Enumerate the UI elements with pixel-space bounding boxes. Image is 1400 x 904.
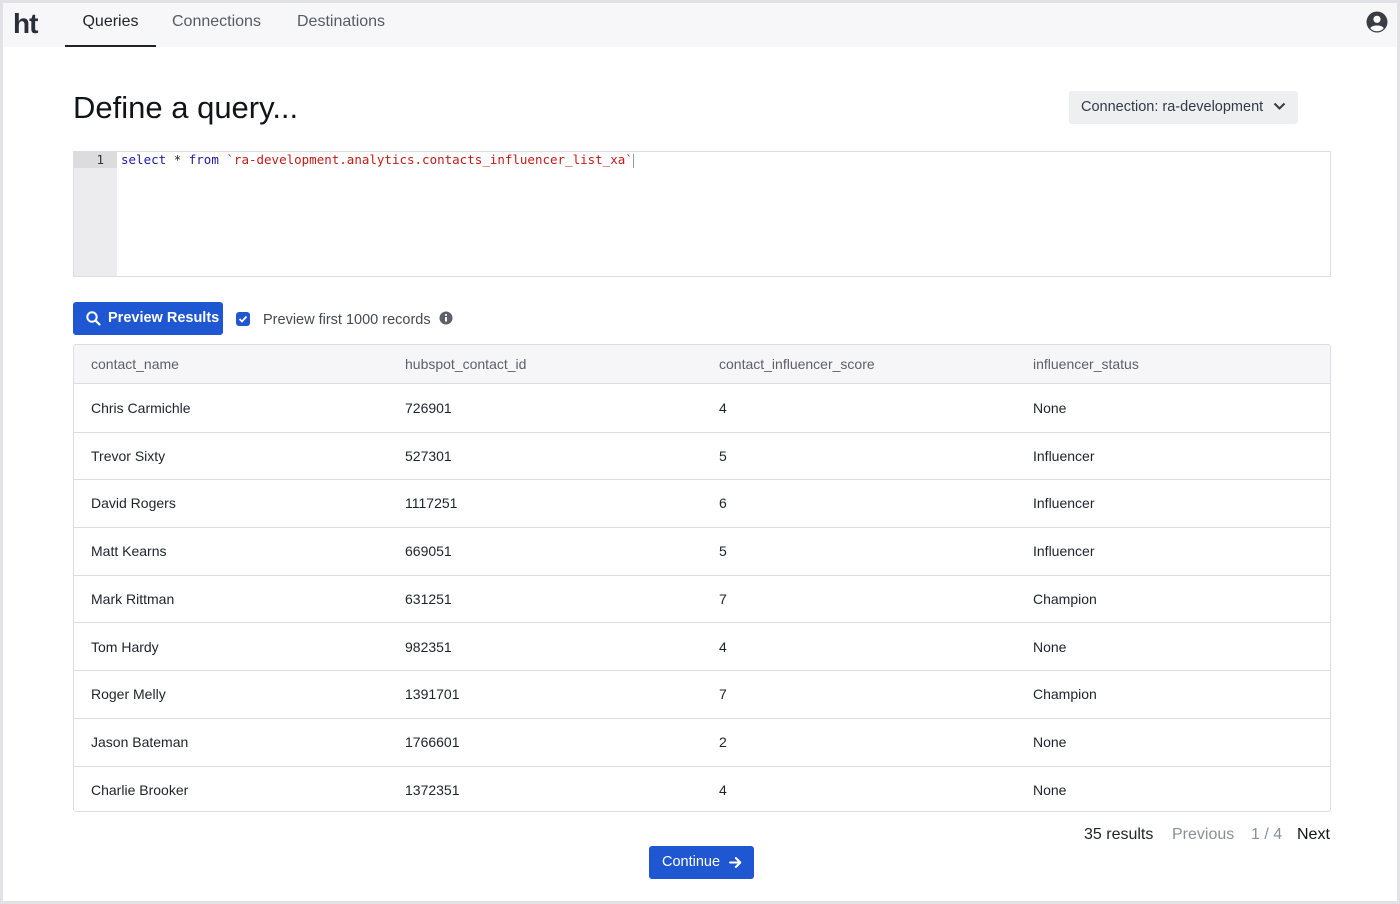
sql-code-line[interactable]: select * from `ra-development.analytics.… (121, 152, 634, 168)
table-cell: Roger Melly (91, 686, 166, 703)
table-header: contact_name hubspot_contact_id contact_… (74, 345, 1330, 384)
chevron-down-icon (1273, 102, 1286, 110)
table-row: Matt Kearns 669051 5 Influencer (74, 528, 1330, 576)
sql-editor[interactable]: 1 select * from `ra-development.analytic… (73, 151, 1331, 277)
arrow-right-icon (729, 857, 742, 868)
table-cell: Tom Hardy (91, 638, 159, 655)
table-cell: 631251 (405, 590, 452, 607)
table-cell: 1372351 (405, 781, 460, 798)
results-table: contact_name hubspot_contact_id contact_… (73, 344, 1331, 812)
table-cell: 726901 (405, 400, 452, 416)
table-row: Chris Carmichle 726901 4 None (74, 385, 1330, 433)
checkmark-icon (238, 315, 248, 323)
tab-destinations[interactable]: Destinations (297, 13, 386, 30)
table-cell: 5 (719, 543, 727, 560)
table-row: Roger Melly 1391701 7 Champion (74, 671, 1330, 719)
account-circle-icon[interactable] (1366, 11, 1388, 33)
page-indicator: 1 / 4 (1251, 826, 1283, 843)
table-cell: Champion (1033, 590, 1097, 607)
table-reference: `ra-development.analytics.contacts_influ… (226, 152, 633, 167)
tab-connections[interactable]: Connections (172, 13, 261, 30)
table-cell: None (1033, 733, 1067, 750)
column-header: hubspot_contact_id (405, 356, 527, 372)
table-row: Trevor Sixty 527301 5 Influencer (74, 433, 1330, 481)
table-cell: 7 (719, 686, 727, 703)
table-row: Charlie Brooker 1372351 4 None (74, 767, 1330, 811)
table-row: Mark Rittman 631251 7 Champion (74, 576, 1330, 624)
table-cell: 4 (719, 781, 727, 798)
preview-limit-label: Preview first 1000 records (263, 312, 431, 328)
table-cell: 4 (719, 400, 727, 416)
table-cell: 6 (719, 495, 727, 512)
table-cell: Mark Rittman (91, 590, 175, 607)
previous-page-button[interactable]: Previous (1172, 826, 1235, 843)
table-cell: Chris Carmichle (91, 400, 191, 416)
table-cell: Influencer (1033, 447, 1095, 464)
table-cell: Jason Bateman (91, 733, 189, 750)
results-count: 35 results (1084, 826, 1154, 843)
table-cell: 2 (719, 733, 727, 750)
table-row: Jason Bateman 1766601 2 None (74, 719, 1330, 767)
table-cell: Matt Kearns (91, 543, 167, 560)
table-cell: Charlie Brooker (91, 781, 189, 798)
table-cell: 1117251 (405, 495, 458, 512)
table-cell: Influencer (1033, 495, 1095, 512)
table-cell: David Rogers (91, 495, 176, 512)
table-cell: None (1033, 781, 1067, 798)
text-cursor (632, 153, 634, 168)
column-header: contact_name (91, 356, 179, 372)
table-row: David Rogers 1117251 6 Influencer (74, 480, 1330, 529)
continue-button[interactable]: Continue (649, 846, 754, 879)
app-logo[interactable]: ht (13, 8, 38, 39)
line-number: 1 (74, 152, 117, 168)
top-navigation: ht Queries Connections Destinations (3, 3, 1397, 47)
table-cell: None (1033, 638, 1067, 655)
keyword-from: from (188, 152, 219, 167)
column-header: influencer_status (1033, 356, 1139, 372)
table-cell: Trevor Sixty (91, 447, 166, 464)
editor-gutter: 1 (74, 152, 117, 276)
preview-results-label: Preview Results (108, 310, 220, 326)
table-cell: 1766601 (405, 733, 460, 750)
table-cell: 7 (719, 590, 727, 607)
table-cell: None (1033, 400, 1067, 416)
table-row: Tom Hardy 982351 4 None (74, 624, 1330, 672)
table-cell: 527301 (405, 447, 452, 464)
table-cell: Champion (1033, 686, 1097, 703)
table-cell: Influencer (1033, 543, 1095, 560)
table-cell: 982351 (405, 638, 452, 655)
table-cell: 4 (719, 638, 727, 655)
preview-results-button[interactable]: Preview Results (73, 302, 223, 335)
column-header: contact_influencer_score (719, 356, 875, 372)
keyword-select: select (121, 152, 167, 167)
table-cell: 669051 (405, 543, 452, 560)
continue-label: Continue (662, 854, 721, 870)
next-page-button[interactable]: Next (1297, 826, 1330, 843)
select-star: * (173, 152, 182, 167)
table-cell: 5 (719, 447, 727, 464)
table-cell: 1391701 (405, 686, 460, 703)
page-title: Define a query... (73, 90, 299, 125)
connection-select-label: Connection: ra-development (1081, 99, 1264, 115)
search-icon (86, 311, 101, 326)
tab-queries[interactable]: Queries (65, 3, 156, 47)
preview-limit-checkbox[interactable] (236, 312, 250, 326)
connection-select[interactable]: Connection: ra-development (1069, 91, 1298, 124)
table-body: Chris Carmichle 726901 4 None Trevor Six… (74, 385, 1330, 811)
info-icon[interactable] (439, 311, 453, 325)
